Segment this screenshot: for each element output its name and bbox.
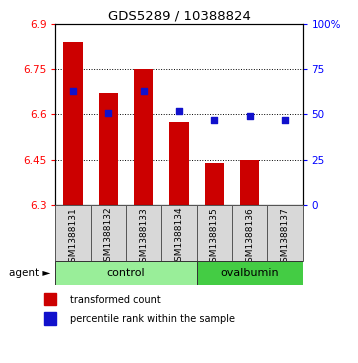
Bar: [169, 122, 189, 205]
Bar: [55, 205, 91, 261]
Text: GSM1388132: GSM1388132: [104, 207, 113, 268]
Bar: [240, 160, 259, 205]
Text: GSM1388131: GSM1388131: [69, 207, 78, 268]
Point: [282, 117, 288, 123]
Bar: [197, 261, 303, 285]
Bar: [204, 163, 224, 205]
Bar: [91, 205, 126, 261]
Text: transformed count: transformed count: [70, 295, 160, 305]
Text: control: control: [107, 268, 145, 278]
Bar: [232, 205, 267, 261]
Bar: [126, 205, 161, 261]
Text: GSM1388136: GSM1388136: [245, 207, 254, 268]
Title: GDS5289 / 10388824: GDS5289 / 10388824: [107, 9, 251, 23]
Bar: [55, 261, 197, 285]
Bar: [44, 293, 55, 305]
Text: agent ►: agent ►: [9, 268, 50, 278]
Point: [247, 113, 252, 119]
Bar: [44, 312, 55, 325]
Point: [141, 88, 146, 94]
Bar: [63, 42, 83, 205]
Bar: [134, 69, 154, 205]
Bar: [161, 205, 197, 261]
Bar: [197, 205, 232, 261]
Point: [212, 117, 217, 123]
Text: ovalbumin: ovalbumin: [220, 268, 279, 278]
Text: GSM1388137: GSM1388137: [280, 207, 289, 268]
Point: [176, 108, 182, 114]
Bar: [99, 93, 118, 205]
Point: [106, 110, 111, 115]
Text: GSM1388133: GSM1388133: [139, 207, 148, 268]
Bar: [267, 205, 303, 261]
Text: GSM1388135: GSM1388135: [210, 207, 219, 268]
Point: [70, 88, 76, 94]
Text: percentile rank within the sample: percentile rank within the sample: [70, 314, 235, 324]
Text: GSM1388134: GSM1388134: [174, 207, 184, 268]
